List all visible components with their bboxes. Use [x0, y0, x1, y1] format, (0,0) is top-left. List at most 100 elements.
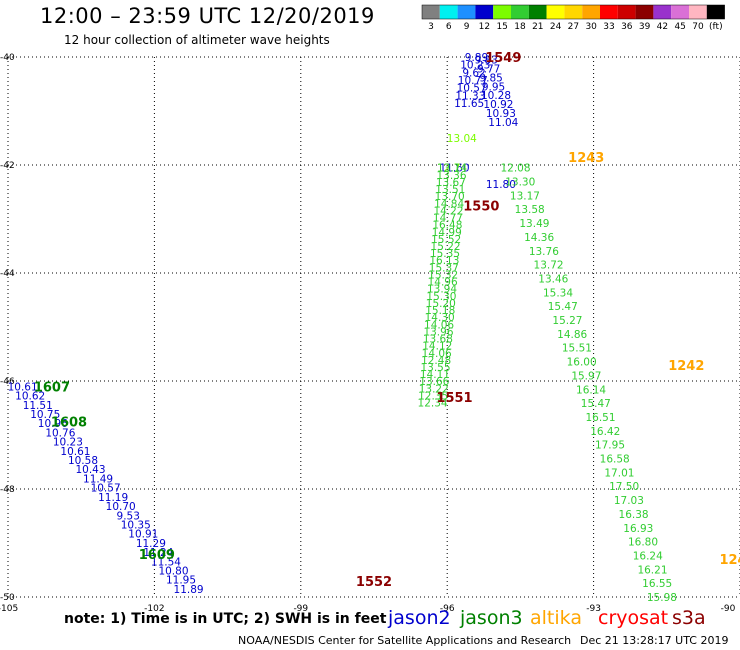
wave-height-value: 10.76 [45, 427, 75, 439]
wave-height-value: 14.99 [432, 227, 462, 239]
pass-number-label: 1549 [485, 51, 521, 66]
pass-number-label: 1241 [719, 553, 740, 568]
wave-height-value: 11.04 [488, 117, 518, 129]
lat-tick-label: -48 [0, 485, 15, 495]
colorbar-swatch [635, 5, 654, 19]
wave-height-value: 13.67 [436, 177, 466, 189]
pass-number-label: 1607 [34, 380, 70, 395]
wave-height-value: 9.85 [479, 72, 502, 84]
colorbar-swatch [600, 5, 618, 19]
pass-number-label: 1551 [436, 391, 472, 406]
satellite-legend-jason2: jason2 [388, 607, 451, 629]
wave-height-value: 11.24 [143, 547, 173, 559]
colorbar-frame [421, 4, 725, 20]
wave-height-value: 14.12 [422, 341, 452, 353]
colorbar-label: 21 [532, 22, 544, 32]
satellite-legend-cryosat: cryosat [598, 607, 669, 629]
wave-height-value: 14.77 [433, 213, 463, 225]
colorbar-swatch [546, 5, 565, 19]
wave-height-value: 15.27 [552, 315, 582, 327]
wave-height-value: 9.83 [475, 55, 498, 67]
pass-number-label: 1552 [356, 575, 392, 590]
pass-number-label: 1608 [51, 416, 87, 431]
colorbar-swatch [564, 5, 583, 19]
page-subtitle: 12 hour collection of altimeter wave hei… [64, 33, 330, 47]
wave-height-value: 11.19 [98, 492, 128, 504]
credit-text: NOAA/NESDIS Center for Satellite Applica… [238, 634, 572, 647]
wave-height-value: 13.66 [419, 376, 449, 388]
wave-height-value: 10.61 [60, 446, 90, 458]
colorbar-swatch [582, 5, 600, 19]
wave-height-value: 9.53 [117, 510, 140, 522]
colorbar-swatch [617, 5, 636, 19]
colorbar-label: 33 [603, 22, 615, 32]
lon-tick-label: -93 [586, 604, 601, 614]
wave-height-value: 16.58 [600, 454, 630, 466]
wave-height-value: 17.95 [595, 440, 625, 452]
wave-height-value: 15.52 [431, 234, 461, 246]
pass-number-label: 1242 [668, 359, 704, 374]
wave-height-value: 13.14 [437, 163, 467, 175]
wave-height-value: 14.06 [424, 319, 454, 331]
wave-height-value: 10.58 [68, 455, 98, 467]
wave-height-value: 13.36 [436, 170, 466, 182]
wave-height-value: 13.30 [505, 177, 535, 189]
colorbar-swatch [671, 5, 689, 19]
wave-height-value: 16.51 [585, 412, 615, 424]
wave-height-value: 10.61 [8, 381, 38, 393]
colorbar-swatch [439, 5, 458, 19]
wave-height-value: 11.49 [83, 473, 113, 485]
wave-height-value: 15.30 [426, 291, 456, 303]
wave-height-value: 13.96 [423, 326, 453, 338]
wave-height-value: 13.94 [427, 284, 457, 296]
lon-tick-label: -96 [440, 604, 455, 614]
wave-height-value: 10.23 [460, 60, 490, 72]
note-text: note: 1) Time is in UTC; 2) SWH is in fe… [64, 611, 387, 627]
wave-height-value: 10.62 [15, 391, 45, 403]
wave-height-value: 10.93 [486, 108, 516, 120]
wave-height-value: 15.20 [426, 298, 456, 310]
wave-height-value: 10.43 [75, 464, 105, 476]
wave-height-value: 15.37 [429, 262, 459, 274]
wave-height-value: 14.22 [433, 205, 463, 217]
wave-height-value: 13.55 [420, 362, 450, 374]
colorbar-swatch [653, 5, 672, 19]
wave-height-value: 12.08 [500, 163, 530, 175]
wave-height-value: 15.18 [425, 305, 455, 317]
wave-height-value: 10.92 [483, 99, 513, 111]
colorbar-label: 15 [496, 22, 508, 32]
pass-number-label: 1550 [463, 200, 499, 215]
colorbar-label: 70 [692, 22, 704, 32]
wave-height-value: 10.77 [458, 75, 488, 87]
wave-height-value: 10.91 [128, 529, 158, 541]
wave-height-value: 10.96 [38, 418, 68, 430]
colorbar-label: 30 [585, 22, 597, 32]
pass-number-label: 1243 [568, 151, 604, 166]
wave-height-value: 14.86 [557, 329, 587, 341]
wave-height-value: 11.65 [454, 98, 484, 110]
satellite-legend-altika: altika [530, 607, 582, 629]
wave-height-value: 12.34 [418, 398, 448, 410]
wave-height-value: 16.48 [432, 220, 462, 232]
wave-height-value: 10.23 [53, 437, 83, 449]
wave-height-value: 14.36 [524, 232, 554, 244]
wave-height-value: 15.97 [571, 370, 601, 382]
wave-height-value: 15.32 [428, 269, 458, 281]
colorbar-label: 45 [674, 22, 686, 32]
wave-height-value: 17.03 [614, 495, 644, 507]
wave-height-value: 16.80 [628, 537, 658, 549]
colorbar-label: 24 [549, 22, 562, 32]
wave-height-value: 11.95 [166, 575, 196, 587]
wave-height-value: 13.76 [529, 246, 559, 258]
wave-height-value: 11.29 [136, 538, 166, 550]
satellite-legend-s3a: s3a [672, 607, 706, 629]
lat-tick-label: -40 [0, 53, 15, 63]
pass-number-label: 1609 [139, 548, 175, 563]
lon-tick-label: -99 [293, 604, 308, 614]
lat-tick-label: -50 [0, 593, 15, 603]
colorbar-label: 27 [567, 22, 580, 32]
wave-height-value: 13.51 [435, 184, 465, 196]
wave-height-value: 9.77 [477, 64, 500, 76]
wave-height-value: 15.35 [430, 248, 460, 260]
